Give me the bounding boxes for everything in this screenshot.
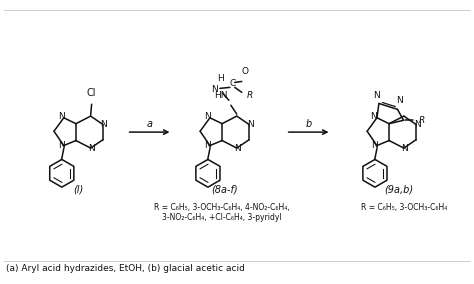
Text: N: N [372, 141, 378, 150]
Text: C: C [230, 79, 236, 88]
Text: N: N [401, 144, 408, 153]
Text: R = C₆H₅, 3-OCH₃-C₆H₄: R = C₆H₅, 3-OCH₃-C₆H₄ [361, 203, 447, 212]
Text: a: a [146, 119, 153, 129]
Text: (9a,b): (9a,b) [384, 185, 414, 195]
Text: N: N [396, 96, 403, 105]
Text: HN: HN [214, 91, 228, 100]
Text: b: b [305, 119, 312, 129]
Text: O: O [241, 68, 248, 76]
Text: R = C₆H₅, 3-OCH₃-C₆H₄, 4-NO₂-C₆H₄,: R = C₆H₅, 3-OCH₃-C₆H₄, 4-NO₂-C₆H₄, [154, 203, 290, 212]
Text: N: N [58, 112, 65, 121]
Text: R: R [419, 116, 425, 125]
Text: N: N [100, 120, 107, 129]
Text: (a) Aryl acid hydrazides, EtOH, (b) glacial acetic acid: (a) Aryl acid hydrazides, EtOH, (b) glac… [6, 264, 245, 273]
Text: N: N [247, 120, 254, 129]
Text: N: N [211, 85, 218, 94]
Text: N: N [414, 120, 420, 129]
Text: N: N [235, 144, 241, 153]
Text: N: N [205, 112, 211, 121]
Text: N: N [205, 141, 211, 150]
Text: N: N [88, 144, 95, 153]
Text: H: H [218, 74, 224, 83]
Text: N: N [58, 141, 65, 150]
Text: R: R [247, 91, 253, 100]
Text: (l): (l) [73, 185, 83, 195]
Text: (8a-f): (8a-f) [211, 185, 237, 195]
Text: N: N [371, 112, 377, 121]
Text: N: N [374, 91, 380, 99]
Text: 3-NO₂-C₆H₄, +Cl-C₆H₄, 3-pyridyl: 3-NO₂-C₆H₄, +Cl-C₆H₄, 3-pyridyl [162, 213, 282, 222]
Text: Cl: Cl [87, 88, 96, 98]
